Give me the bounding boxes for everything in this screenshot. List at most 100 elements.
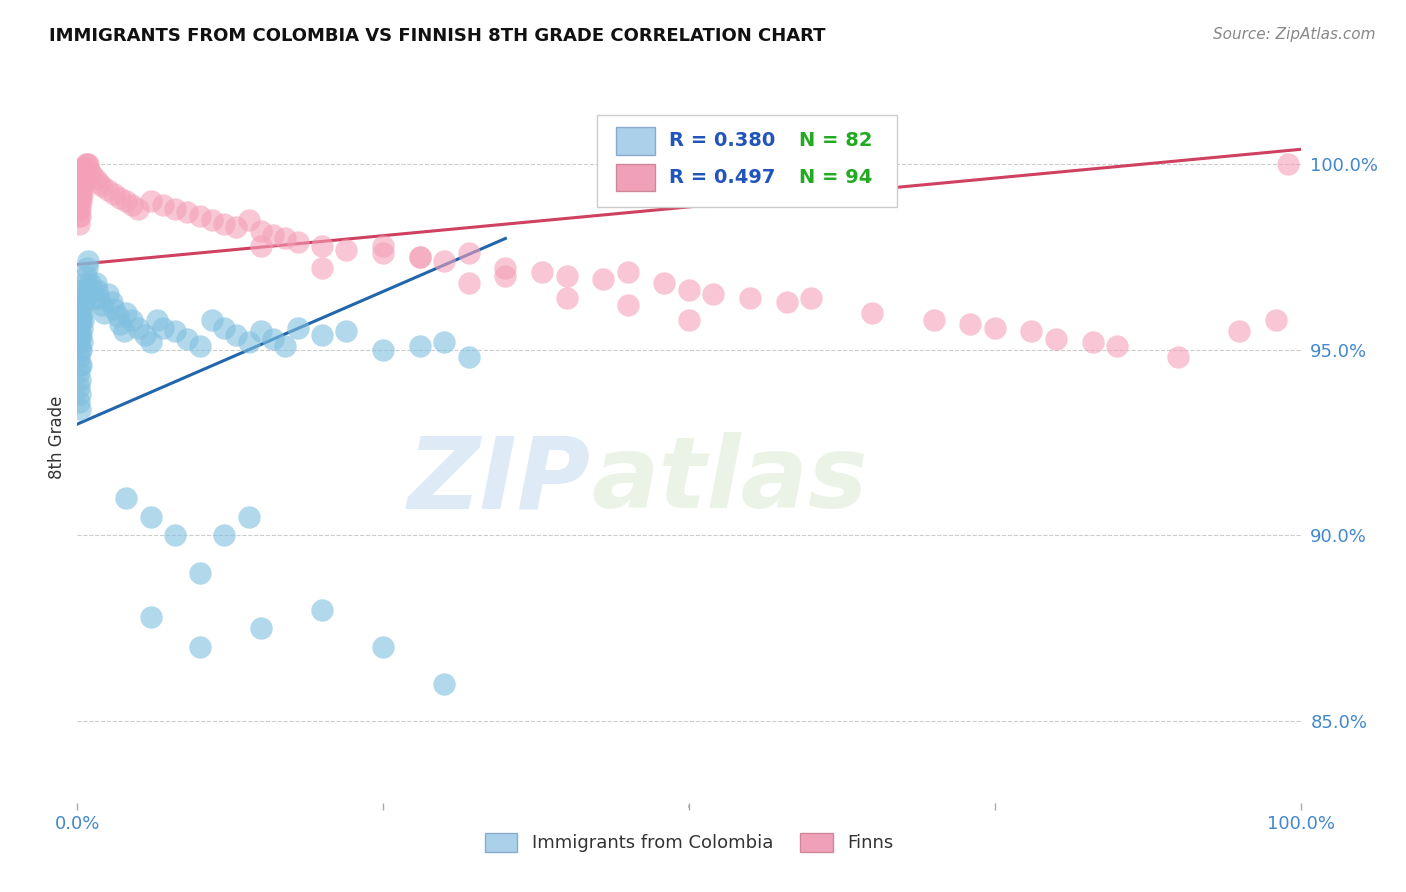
Point	[165, 324, 187, 338]
Point	[79, 276, 101, 290]
Point	[311, 261, 333, 276]
Point	[93, 306, 115, 320]
Point	[371, 640, 394, 654]
Bar	[616, 127, 655, 154]
Point	[103, 186, 125, 201]
Point	[134, 328, 156, 343]
Legend: Immigrants from Colombia, Finns: Immigrants from Colombia, Finns	[478, 826, 900, 860]
Point	[115, 491, 138, 506]
Point	[80, 169, 103, 183]
Point	[165, 528, 187, 542]
Point	[103, 301, 125, 316]
Y-axis label: 8th Grade: 8th Grade	[48, 395, 66, 479]
Point	[176, 205, 198, 219]
Point	[67, 186, 90, 201]
Point	[69, 358, 91, 372]
Point	[70, 179, 93, 194]
Point	[67, 394, 90, 409]
Point	[97, 183, 120, 197]
Point	[287, 320, 309, 334]
Point	[201, 212, 224, 227]
Point	[100, 294, 122, 309]
Text: ZIP: ZIP	[408, 433, 591, 530]
Point	[922, 313, 945, 327]
Point	[67, 351, 90, 365]
Point	[84, 276, 107, 290]
Point	[188, 209, 211, 223]
Point	[1081, 335, 1104, 350]
Point	[165, 202, 187, 216]
Point	[139, 194, 162, 209]
Point	[80, 284, 103, 298]
Point	[1265, 313, 1288, 327]
Point	[959, 317, 981, 331]
Point	[152, 320, 174, 334]
Point	[188, 339, 211, 353]
Point	[86, 284, 108, 298]
Point	[70, 291, 93, 305]
Point	[409, 250, 432, 264]
Point	[70, 172, 93, 186]
Point	[555, 291, 578, 305]
Point	[371, 246, 394, 260]
Point	[72, 176, 94, 190]
Point	[1167, 351, 1189, 365]
Point	[188, 566, 211, 580]
Point	[862, 306, 884, 320]
Point	[457, 351, 479, 365]
Point	[107, 310, 129, 324]
Point	[73, 291, 96, 305]
Text: Source: ZipAtlas.com: Source: ZipAtlas.com	[1212, 27, 1375, 42]
Point	[76, 261, 98, 276]
Point	[73, 169, 96, 183]
Point	[67, 202, 90, 216]
Point	[121, 198, 143, 212]
Point	[800, 291, 823, 305]
Point	[70, 343, 93, 357]
Point	[70, 186, 93, 201]
Point	[287, 235, 309, 249]
Point	[678, 284, 700, 298]
Text: R = 0.497: R = 0.497	[669, 168, 776, 187]
Point	[250, 239, 273, 253]
Point	[262, 332, 284, 346]
Point	[67, 335, 90, 350]
Point	[311, 239, 333, 253]
Point	[433, 335, 456, 350]
Point	[238, 335, 260, 350]
Point	[311, 328, 333, 343]
Point	[409, 339, 432, 353]
Point	[67, 217, 90, 231]
Point	[70, 328, 93, 343]
Point	[127, 320, 149, 334]
Point	[70, 172, 93, 186]
Point	[75, 268, 97, 283]
Point	[89, 176, 111, 190]
Point	[73, 276, 96, 290]
Point	[335, 324, 357, 338]
Point	[67, 320, 90, 334]
Point	[70, 186, 93, 201]
Point	[212, 320, 235, 334]
Point	[1021, 324, 1043, 338]
Point	[592, 272, 614, 286]
Point	[146, 313, 169, 327]
Point	[212, 528, 235, 542]
Point	[70, 298, 93, 312]
Point	[127, 202, 149, 216]
Point	[617, 298, 640, 312]
Point	[70, 164, 93, 178]
Point	[433, 677, 456, 691]
Point	[176, 332, 198, 346]
Point	[238, 212, 260, 227]
Point	[495, 261, 517, 276]
Point	[69, 179, 91, 194]
Point	[69, 164, 91, 178]
Point	[984, 320, 1007, 334]
Point	[433, 253, 456, 268]
Point	[77, 253, 100, 268]
Point	[1229, 324, 1251, 338]
Text: atlas: atlas	[591, 433, 868, 530]
Point	[79, 164, 101, 178]
Point	[776, 294, 799, 309]
